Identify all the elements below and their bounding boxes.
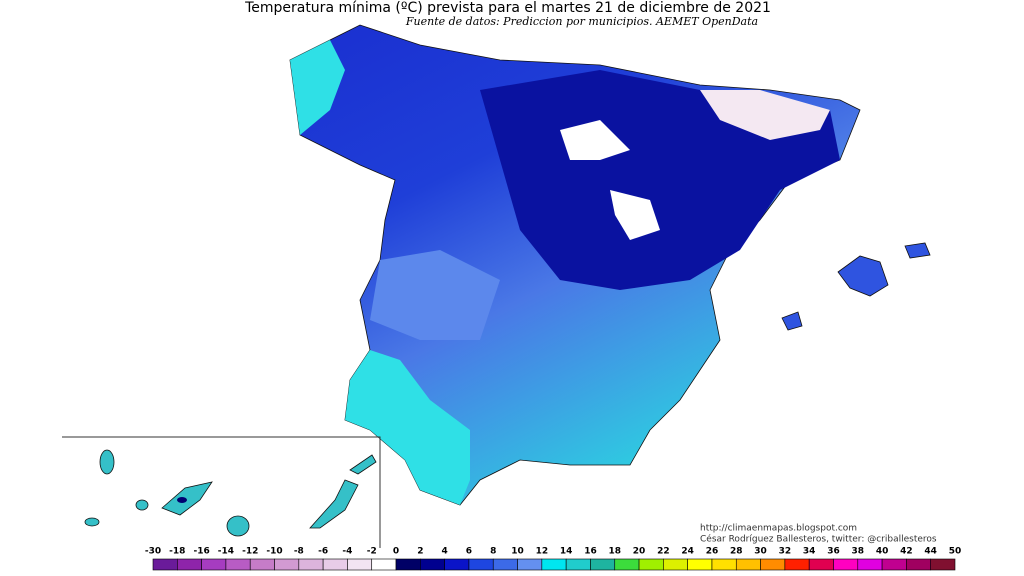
legend-label: 32	[779, 547, 792, 557]
legend-swatch	[711, 558, 737, 571]
legend-swatch	[322, 558, 348, 571]
legend-label: 8	[490, 547, 496, 557]
legend-swatch	[760, 558, 786, 571]
legend-swatch	[808, 558, 834, 571]
legend-label: 44	[924, 547, 937, 557]
legend-label: 6	[466, 547, 472, 557]
legend-label: 18	[608, 547, 621, 557]
legend-label: 24	[681, 547, 694, 557]
legend-label: 38	[852, 547, 865, 557]
legend-label: 30	[754, 547, 767, 557]
legend-swatch	[395, 558, 421, 571]
legend-swatch	[857, 558, 883, 571]
legend-label: -6	[318, 547, 328, 557]
legend-swatch	[298, 558, 324, 571]
legend-swatch	[492, 558, 518, 571]
legend-label: 4	[442, 547, 448, 557]
legend-swatch	[638, 558, 664, 571]
legend-label: 2	[417, 547, 423, 557]
legend-swatch	[881, 558, 907, 571]
legend-label: 12	[536, 547, 549, 557]
legend-swatch	[201, 558, 227, 571]
legend-label: 14	[560, 547, 573, 557]
legend-swatch	[614, 558, 640, 571]
legend-label: 0	[393, 547, 399, 557]
legend-swatch	[784, 558, 810, 571]
legend-label: 34	[803, 547, 816, 557]
legend-swatch	[274, 558, 300, 571]
legend-label: 36	[827, 547, 840, 557]
legend-swatch	[687, 558, 713, 571]
legend-swatch	[225, 558, 251, 571]
legend-label: -10	[266, 547, 282, 557]
legend-swatch	[517, 558, 543, 571]
legend-label: -14	[218, 547, 234, 557]
legend-swatch	[541, 558, 567, 571]
legend-label: 42	[900, 547, 913, 557]
legend-swatch	[565, 558, 591, 571]
legend-swatch	[371, 558, 397, 571]
map-title: Temperatura mínima (ºC) prevista para el…	[244, 0, 771, 16]
legend-swatch	[444, 558, 470, 571]
legend-swatch	[468, 558, 494, 571]
legend-swatch	[152, 558, 178, 571]
legend-label: -12	[242, 547, 258, 557]
legend-label: 22	[657, 547, 670, 557]
legend-label: 28	[730, 547, 743, 557]
legend-label: -16	[193, 547, 209, 557]
legend-swatch	[347, 558, 373, 571]
legend-label: -8	[294, 547, 304, 557]
legend-label: -4	[342, 547, 352, 557]
legend-label: 16	[584, 547, 597, 557]
credit-url: http://climaenmapas.blogspot.com	[700, 524, 857, 534]
legend-label: 10	[511, 547, 524, 557]
legend-swatch	[590, 558, 616, 571]
legend-swatch	[663, 558, 688, 571]
balearic-islands	[781, 242, 931, 331]
legend-label: -30	[145, 547, 161, 557]
legend-label: 20	[633, 547, 646, 557]
legend-label: -2	[367, 547, 377, 557]
canary-inset	[62, 436, 381, 548]
legend-swatch	[735, 558, 761, 571]
spain-mainland	[289, 24, 861, 506]
legend-swatch	[906, 558, 931, 571]
colorbar: -30 -18 -16 -14 -12 -10 -8 -6 -4 -2 0 2 4 6 8 10 12 14 16 1…	[145, 547, 961, 571]
legend-label: 40	[876, 547, 889, 557]
legend-swatch	[249, 558, 275, 571]
credit-author: César Rodríguez Ballesteros, twitter: @c…	[700, 534, 937, 545]
legend-swatch	[930, 558, 956, 571]
legend-label: 50	[949, 547, 962, 557]
legend-label: 26	[706, 547, 719, 557]
legend-swatch	[420, 558, 445, 571]
legend-swatch	[177, 558, 202, 571]
map-subtitle: Fuente de datos: Prediccion por municipi…	[405, 15, 758, 28]
legend-swatch	[833, 558, 859, 571]
legend-label: -18	[169, 547, 185, 557]
